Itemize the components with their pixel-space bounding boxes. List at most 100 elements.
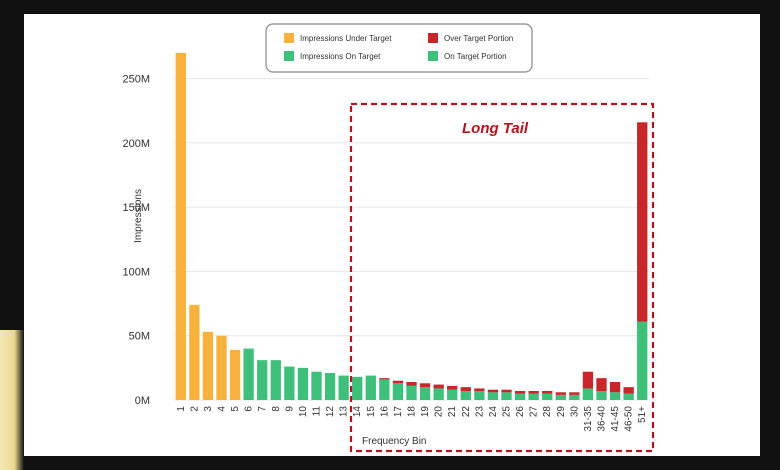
legend-swatch-over-target (428, 33, 438, 43)
bar-over-target (447, 385, 458, 390)
x-tick-label: 17 (393, 406, 404, 418)
legend-swatch-on-target-portion (428, 51, 438, 61)
bars (175, 52, 648, 400)
bar-over-target (474, 388, 485, 391)
bar-over-target (433, 384, 444, 389)
bar-under-target (216, 335, 227, 400)
x-tick-label: 28 (542, 406, 553, 418)
x-tick-label: 19 (420, 406, 431, 418)
bar-on-target (433, 388, 444, 400)
y-tick-labels: 0M 50M 100M 150M 200M 250M (122, 74, 150, 407)
bar-on-target (555, 394, 566, 400)
bar-on-target (542, 393, 553, 400)
x-tick-label: 11 (312, 406, 323, 417)
y-tick-label: 50M (129, 331, 150, 343)
legend: Impressions Under Target Over Target Por… (265, 23, 533, 73)
bar-over-target (419, 383, 431, 388)
bar-over-target (392, 380, 404, 384)
x-tick-label: 36-40 (597, 406, 608, 432)
legend-frame (265, 23, 533, 73)
bar-on-target (392, 383, 404, 400)
bar-on-target (324, 373, 336, 400)
bar-on-target (487, 392, 499, 400)
bar-on-target (596, 391, 607, 400)
x-tick-label: 10 (298, 406, 309, 418)
bar-over-target (406, 382, 417, 386)
long-tail-box (349, 102, 655, 453)
bar-on-target (637, 321, 648, 400)
x-tick-label: 16 (379, 406, 390, 418)
y-tick-label: 200M (122, 138, 150, 150)
legend-label-over-target: Over Target Portion (444, 34, 513, 43)
x-tick-label: 30 (569, 406, 580, 418)
x-tick-label: 7 (257, 406, 268, 412)
bar-on-target (514, 393, 526, 400)
bar-over-target (582, 371, 594, 389)
bar-on-target (609, 392, 621, 400)
bar-on-target (528, 393, 539, 400)
y-tick-label: 250M (122, 74, 150, 86)
bar-over-target (501, 389, 512, 393)
y-tick-label: 150M (122, 202, 150, 214)
bar-on-target (460, 391, 471, 400)
x-tick-label: 12 (325, 406, 336, 418)
y-tick-label: 100M (122, 266, 150, 278)
bar-on-target (582, 388, 594, 400)
legend-label-on-target-portion: On Target Portion (444, 52, 507, 61)
x-tick-label: 24 (488, 406, 499, 418)
bar-over-target (596, 378, 607, 391)
x-tick-label: 23 (474, 406, 485, 418)
bar-on-target (297, 367, 309, 400)
x-tick-label: 18 (407, 406, 418, 418)
bar-on-target (406, 385, 417, 400)
bar-on-target (447, 389, 458, 400)
bar-on-target (419, 387, 431, 400)
x-tick-label: 15 (366, 406, 377, 418)
x-tick-label: 6 (244, 406, 255, 412)
bar-over-target (609, 382, 621, 393)
bar-on-target (311, 371, 322, 400)
bar-on-target (623, 393, 634, 400)
x-tick-label: 14 (352, 406, 363, 418)
x-tick-label: 22 (461, 406, 472, 418)
x-tick-label: 21 (447, 406, 458, 418)
x-tick-label: 5 (230, 406, 241, 412)
bar-over-target (514, 391, 526, 394)
x-tick-label: 46-50 (624, 406, 635, 432)
x-tick-label: 4 (217, 406, 228, 412)
bar-under-target (175, 52, 186, 400)
background-edge (0, 330, 24, 470)
legend-swatch-under-target (284, 33, 294, 43)
bar-over-target (379, 378, 390, 380)
bar-over-target (542, 391, 553, 394)
x-tick-label: 13 (339, 406, 350, 418)
chart-panel: 0M 50M 100M 150M 200M 250M 1 2 3 4 5 6 7 8 9 10 11 12 13 1… (24, 14, 760, 456)
bar-over-target (637, 122, 648, 322)
x-tick-label: 8 (271, 406, 282, 412)
y-axis-title: Impressions (133, 189, 144, 243)
x-tick-label: 41-45 (610, 406, 621, 432)
x-tick-label: 27 (529, 406, 540, 418)
legend-swatch-on-target (284, 51, 294, 61)
bar-on-target (379, 379, 390, 400)
x-tick-label: 20 (434, 406, 445, 418)
x-tick-label: 25 (502, 406, 513, 418)
x-tick-labels: 1 2 3 4 5 6 7 8 9 10 11 12 13 14 15 16 17 18 19 20 21 22 23 24 2… (176, 406, 648, 432)
bar-on-target (284, 366, 295, 400)
x-tick-label: 51+ (637, 406, 648, 423)
bar-on-target (243, 348, 254, 400)
bar-over-target (487, 389, 499, 393)
bar-over-target (623, 387, 634, 394)
bar-on-target (365, 375, 376, 400)
bar-on-target (474, 391, 485, 400)
x-tick-label: 1 (176, 406, 187, 412)
x-tick-label: 9 (284, 406, 295, 412)
bar-on-target (501, 392, 512, 400)
x-tick-label: 31-35 (583, 406, 594, 432)
bar-on-target (257, 360, 268, 400)
bar-on-target (270, 360, 281, 400)
x-tick-label: 2 (189, 406, 200, 412)
bar-over-target (528, 391, 539, 394)
y-tick-label: 0M (135, 395, 150, 407)
